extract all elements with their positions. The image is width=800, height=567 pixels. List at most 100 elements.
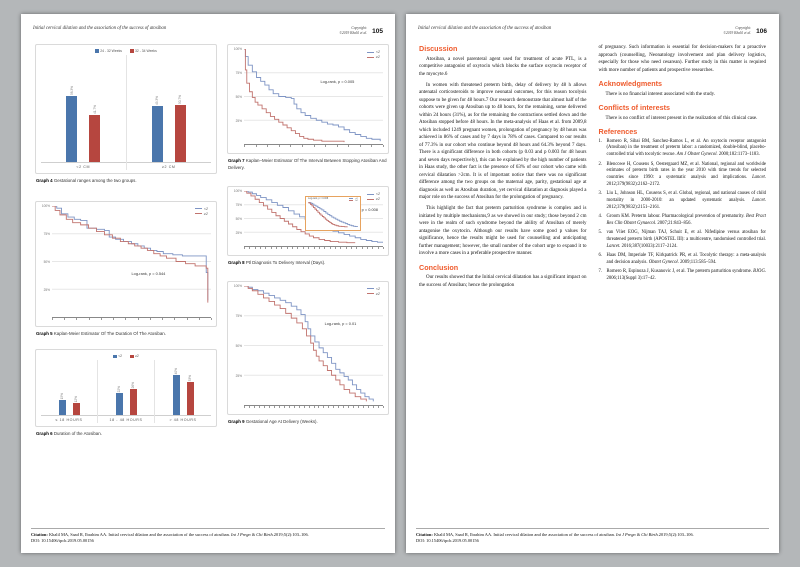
x-axis-tick [323,405,325,408]
graph9-km-chart: <2 ≥2 100% 75% 50% 25% Log-rank, p = 0.01 [227,280,389,415]
x-axis-tick [292,247,294,250]
x-axis-tick [328,405,330,408]
reference-text: Romero R, Espinoza J, Kusanovic J, et al… [606,269,767,282]
km-inner: 100% 75% 50% 25% Log-rank, p = 0.01 [233,284,384,411]
km-inner: 100% 75% 50% 25% Log-rank, p = 0.005 [233,47,384,150]
x-axis-tick [353,405,355,408]
x-axis-tick [149,317,151,320]
legend-swatch [130,354,134,359]
km-ytick-label: 100% [41,203,50,208]
km-curve-blue [308,202,358,227]
x-axis-tick [254,247,256,250]
legend-swatch [130,49,134,53]
bar-red [129,389,137,415]
x-axis-tick [372,247,374,250]
bar-legend-label: <2 [118,354,123,359]
x-axis-tick [373,405,375,408]
header-right: Copyright: ©2019 Khalil et al. 105 [339,26,383,36]
km-plot-area [244,49,383,144]
x-axis-tick [278,405,280,408]
km-ytick-label: 25% [43,287,50,292]
x-axis-tick [340,247,342,250]
km-ytick-label: 25% [235,373,242,378]
discussion-paragraph-3: This highlight the fact that preterm par… [419,206,587,257]
legend-line-swatch [349,198,354,200]
bar-red [186,382,194,415]
page-number: 105 [372,27,383,35]
graph4-caption: Graph 4 Gestational ranges among the two… [36,178,216,185]
km-legend-label: <2 [375,286,380,291]
citation-text: Khalil MA, Saad R, Ibrahim AA. Initial c… [433,531,615,537]
inset-log-rank-annotation: Log-rank, p = 0.008 [308,197,329,200]
citation-tail: 2019;5(2):103–106. [273,531,309,537]
x-category-label: ≤ 18 HOURS [55,418,83,423]
conclusion-continuation-paragraph: of pregnancy. Such information is essent… [598,45,767,73]
graph5-km-chart: <2 ≥2 100% 75% 50% 25% Log-rank, p = 0.544 [35,200,217,327]
bar-legend-item: 24 - 32 Weeks [95,49,122,53]
km-legend-row: <2 [194,207,208,211]
x-axis-tick [273,405,275,408]
x-axis-tick [383,405,384,408]
km-ytick-label: 50% [235,217,242,222]
km-curve-red [308,202,348,227]
bar-value-label: 12% [74,395,78,402]
graph7-km-chart: <2 ≥2 100% 75% 50% 25% Log-rank, p = 0.005 [227,44,389,155]
reference-item: 7. Romero R, Espinoza J, Kusanovic J, et … [599,269,767,283]
bar-wrap: 33% [186,360,194,415]
reference-item: 2. Blencowe H, Cousens S, Oestergaard MZ,… [599,162,767,189]
x-axis-tick [338,405,340,408]
caption-text: Gestational Age At Delivery (Weeks). [245,418,318,424]
x-axis-tick [377,247,379,250]
x-axis-tick [288,405,290,408]
conclusion-heading: Conclusion [419,262,459,272]
reference-journal: Lancet. [606,243,621,249]
y-axis-labels: 100% 75% 50% 25% [41,203,52,318]
km-legend-label: <2 [355,197,358,200]
x-axis-tick [267,145,269,148]
bar-legend-label: 24 - 32 Weeks [100,49,122,54]
reference-text: Blencowe H, Cousens S, Oestergaard MZ, e… [606,161,767,187]
km-legend-row: ≥2 [366,292,380,296]
reference-number: 3. [598,191,603,197]
km-ytick-label: 75% [235,313,242,318]
km-legend-label: ≥2 [375,55,380,60]
km-plot-area [308,202,358,228]
y-axis-labels: 100% 75% 50% 25% [233,284,244,406]
running-title: Initial cervical dilation and the associ… [33,26,167,31]
x-axis-tick [276,247,278,250]
km-inner: 100% 75% 50% 25% Log-rank, p = 0.544 [41,203,212,323]
bar-row: 49.3% 50.7% [126,55,211,163]
x-axis-tick [186,317,188,320]
x-axis-tick [100,317,102,320]
x-axis-tick [301,145,303,148]
km-legend-row: <2 [366,192,380,196]
citation-text: Khalil MA, Saad R, Ibrahim AA. Initial c… [48,531,230,537]
km-plotwrap: Log-rank, p = 0.008 Log-rank, p = 0.008 <2… [244,191,384,252]
bar-wrap: 58.3% [66,55,78,162]
caption-tag: Graph 5 [36,330,53,336]
x-axis-tick [281,247,283,250]
x-axis-tick [255,145,257,148]
copyright-label: Copyright: [735,26,752,30]
bar-blue [115,392,123,415]
bar-group: 49.3% 50.7% ≥2 CM [125,55,211,171]
page-header: Initial cervical dilation and the associ… [33,26,383,36]
bar-red [72,402,80,415]
reference-journal: Lancet. [752,175,766,181]
acknowledgments-paragraph: There is no financial interest associate… [605,91,716,97]
bar-value-label: 26% [131,381,135,389]
copyright-text: ©2019 Khalil et al. [339,31,368,36]
references-list: 1. Romero R, Sibai BM, Sanchez-Ramos L, e… [599,139,767,283]
caption-text: Kaplan-Meier Estimator Of The Duration O… [53,330,166,336]
km-legend-row: <2 [366,50,380,54]
graph8-km-chart: <2 ≥2 100% 75% 50% 25% Log-rank, p = 0.008 Log-… [227,186,389,257]
reference-item: 6. Haas DM, Imperiale TF, Kirkpatrick PR,… [599,253,767,267]
km-ytick-label: 75% [43,231,50,236]
bar-blue [58,399,66,415]
x-axis-tick [308,405,310,408]
x-axis-tick [283,405,285,408]
reference-journal: Obstet Gynecol. [648,260,679,266]
page-right: Initial cervical dilation and the associ… [406,14,779,553]
page-number: 106 [756,27,767,35]
reference-journal: BJOG. [753,269,766,275]
